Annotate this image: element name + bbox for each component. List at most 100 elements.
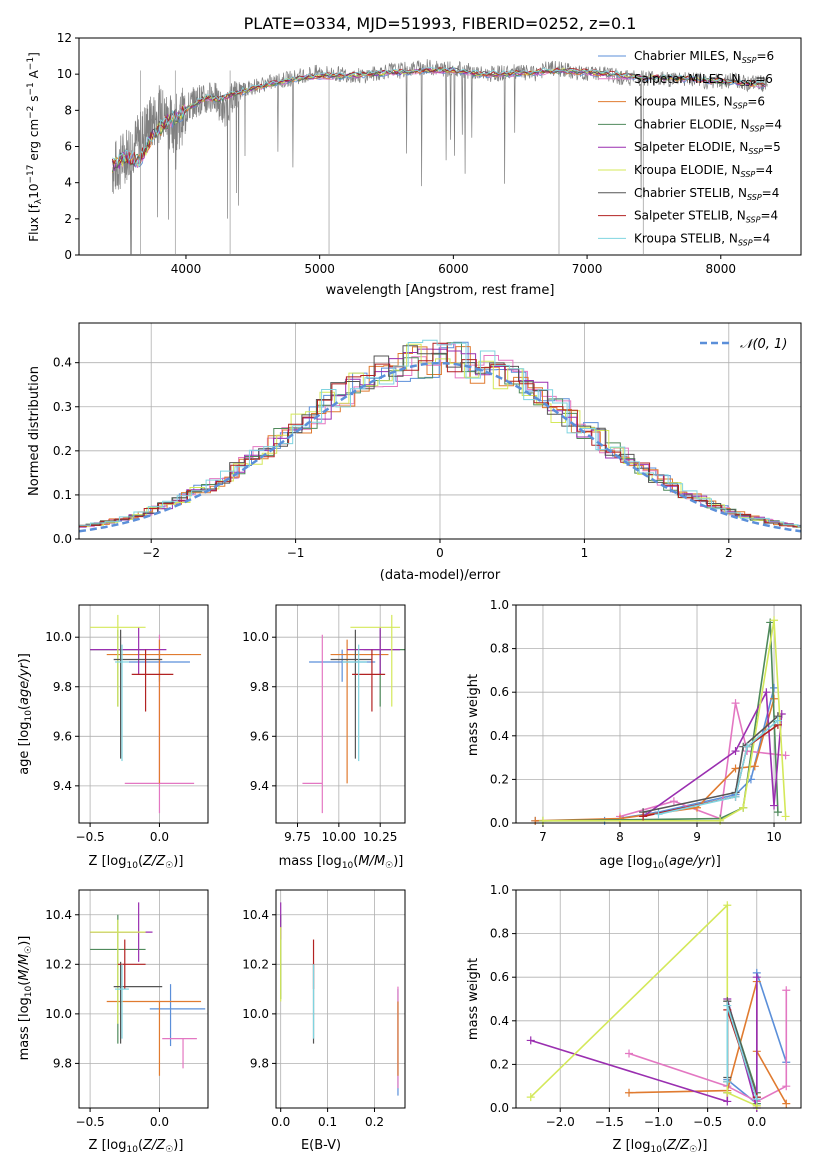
y-tick-label: 0.0 [490,816,509,830]
weight-point-4 [752,973,761,982]
y-tick-label: 0.0 [490,1101,509,1115]
weight-point-5 [538,816,547,825]
y-tick-label: 10.0 [242,1007,269,1021]
x-tick-label: 1 [581,546,589,560]
weight-point-8 [723,1001,732,1010]
x-tick-label: −0.5 [76,1115,105,1129]
legend-label-3: Chabrier ELODIE, NSSP=4 [634,117,782,133]
mass-z-ylabel: mass [log10(M/M☉)] [17,936,34,1061]
weight-point-4 [770,801,779,810]
legend-label-6: Chabrier STELIB, NSSP=4 [634,186,779,202]
age-vs-mass-panel: 9.75 10.00 10.25 9.4 9.6 9.8 10.0 [242,604,406,844]
weight-point-1 [669,797,678,806]
x-tick-label: 10.00 [322,830,356,844]
y-tick-label: 0.6 [490,685,509,699]
weight-point-3 [773,808,782,817]
weight-point-4 [762,688,771,697]
x-tick-label: −2.0 [546,1115,575,1129]
spectrum-xlabel: wavelength [Angstrom, rest frame] [326,283,555,298]
normal-distribution-curve [78,361,802,533]
x-tick-label: −0.5 [693,1115,722,1129]
weight-point-4 [526,1036,535,1045]
y-tick-label: 0.4 [53,356,72,370]
mass-vs-metallicity-panel: −0.5 0.0 9.8 10.0 10.2 10.4 [45,889,209,1129]
observed-spectrum-line [112,59,768,255]
residuals-plot-area: −2 −1 0 1 2 0.0 0.1 0.2 0.3 0.4 [53,323,802,560]
y-tick-label: 6 [64,140,72,154]
y-tick-label: 9.8 [53,1056,72,1070]
weight-point-5 [781,812,790,821]
weight-point-1 [781,751,790,760]
y-tick-label: 0.6 [490,970,509,984]
weight-z-ylabel: mass weight [466,958,481,1040]
weight-point-8 [773,716,782,725]
x-tick-label: 4000 [171,262,202,276]
y-tick-label: 0.0 [53,532,72,546]
weight-point-8 [752,1095,761,1104]
x-tick-label: 7000 [572,262,603,276]
axes-frame [78,889,209,1109]
residuals-legend: 𝒩(0, 1) [700,337,787,352]
x-tick-label: −0.5 [76,830,105,844]
axes-frame [78,604,209,824]
y-tick-label: 10.4 [45,908,72,922]
y-tick-label: 0.1 [53,488,72,502]
y-tick-label: 9.4 [250,779,269,793]
axes-frame [275,889,406,1109]
weight-line-4 [530,977,758,1109]
age-z-ylabel: age [log10(age/yr)] [17,653,34,775]
weight-point-2 [731,764,740,773]
legend-label-1: Salpeter MILES, NSSP=6 [634,72,773,88]
model-spectrum-line-8 [112,66,766,167]
x-tick-label: 0.2 [365,1115,384,1129]
x-tick-label: 9.75 [284,830,311,844]
x-tick-label: −1.0 [644,1115,673,1129]
weight-point-8 [654,810,663,819]
residual-histogram-5 [79,343,801,528]
weight-vs-metallicity-panel: −2.0 −1.5 −1.0 −0.5 0.0 0.0 0.2 0.4 0.6 0.8 1.0 [490,883,802,1129]
weight-age-ylabel: mass weight [466,674,481,756]
spectrum-legend: Chabrier MILES, NSSP=6 Salpeter MILES, NS… [598,49,782,247]
legend-label-7: Salpeter STELIB, NSSP=4 [634,209,778,225]
axes-frame [275,604,406,824]
y-tick-label: 8 [64,103,72,117]
residuals-ylabel: Normed distribution [27,366,42,496]
axes-frame [515,604,802,824]
mass-ebv-xlabel: E(B-V) [301,1138,341,1153]
x-tick-label: 0.0 [271,1115,290,1129]
x-tick-label: 8000 [706,262,737,276]
x-tick-label: 10 [766,830,781,844]
spectrum-ylabel: Flux [fλ10−17 erg cm−2 s−1 A−1] [26,52,44,242]
mass-vs-ebv-panel: 0.0 0.1 0.2 9.8 10.0 10.2 10.4 [242,889,406,1129]
y-tick-label: 10 [57,67,72,81]
x-tick-label: −1 [287,546,305,560]
weight-line-2 [535,698,775,822]
x-tick-label: 0.0 [150,830,169,844]
y-tick-label: 12 [57,31,72,45]
weight-point-2 [625,1088,634,1097]
weight-line-3 [542,622,779,822]
legend-label-2: Kroupa MILES, NSSP=6 [634,95,765,111]
y-tick-label: 0 [64,248,72,262]
x-tick-label: 10.25 [363,830,397,844]
x-tick-label: 8 [616,830,624,844]
y-tick-label: 0.4 [490,729,509,743]
weight-point-4 [731,747,740,756]
spectrum-panel: 4000 5000 6000 7000 8000 0 2 4 6 8 10 12 wavelength… [26,31,802,298]
weight-vs-age-panel: 7 8 9 10 0.0 0.2 0.4 0.6 0.8 1.0 [490,598,802,844]
legend-label-0: Chabrier MILES, NSSP=6 [634,49,774,65]
y-tick-label: 0.4 [490,1014,509,1028]
x-tick-label: −2 [142,546,160,560]
y-tick-label: 1.0 [490,883,509,897]
y-tick-label: 10.2 [242,957,269,971]
residuals-panel: −2 −1 0 1 2 0.0 0.1 0.2 0.3 0.4 (data-model)/erro… [27,322,802,583]
weight-point-5 [770,616,779,625]
x-tick-label: 7 [539,830,547,844]
y-tick-label: 0.8 [490,927,509,941]
figure-title: PLATE=0334, MJD=51993, FIBERID=0252, z=0… [244,14,637,33]
x-tick-label: 9 [693,830,701,844]
age-vs-metallicity-panel: −0.5 0.0 9.4 9.6 9.8 10.0 [45,604,209,844]
weight-point-8 [731,792,740,801]
weight-age-xlabel: age [log10(age/yr)] [599,854,721,871]
